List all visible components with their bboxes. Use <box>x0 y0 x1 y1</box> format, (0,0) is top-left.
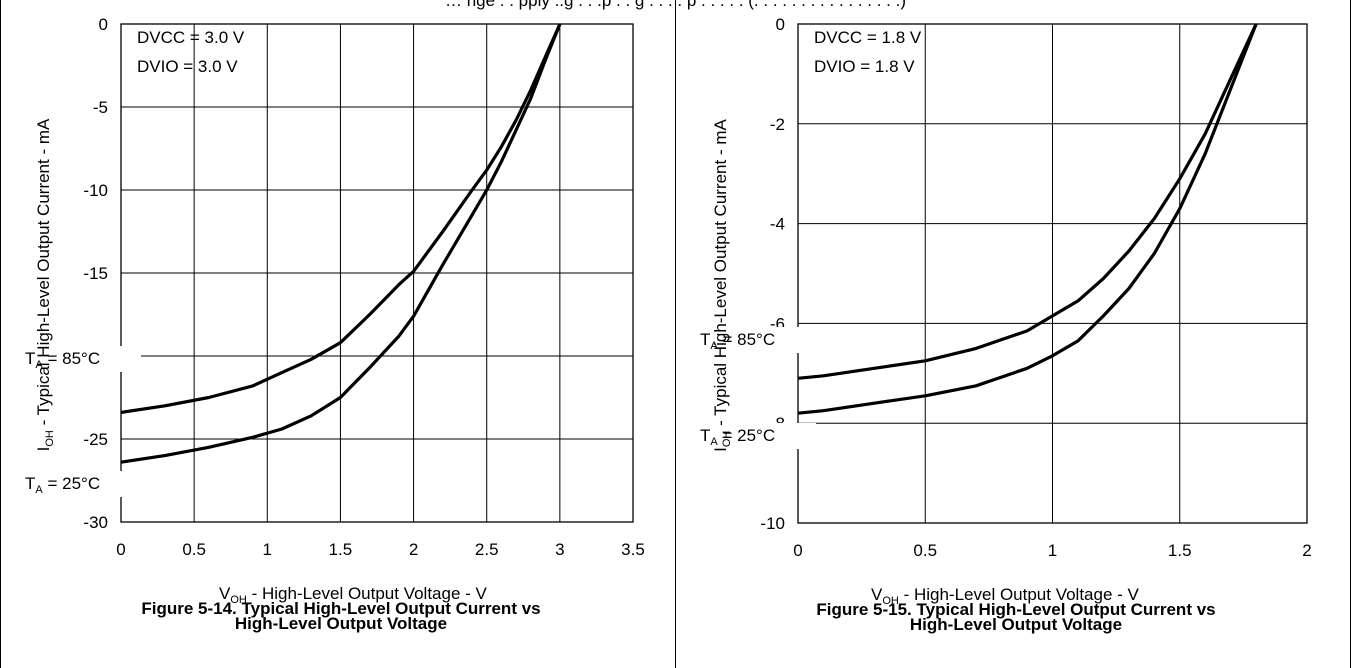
x-axis-label-rest: - High-Level Output Voltage - V <box>247 584 488 603</box>
series-label-subscript: A <box>35 484 43 496</box>
y-axis-label-subscript: OH <box>721 431 733 448</box>
x-tick-label: 1 <box>263 540 272 559</box>
x-axis-label-subscript: OH <box>230 594 247 606</box>
series-label: TA = 25°C <box>700 426 775 448</box>
x-axis-label-main: V <box>219 584 231 603</box>
series-label-main: T <box>25 474 35 493</box>
x-axis-label: VOH - High-Level Output Voltage - V <box>219 584 488 606</box>
annotation-text: DVCC = 3.0 V <box>137 28 245 47</box>
series-line <box>797 23 1258 415</box>
y-axis-label-rest: - Typical High-Level Output Current - mA <box>34 118 53 430</box>
x-tick-label: 3.5 <box>621 540 645 559</box>
y-tick-label: 0 <box>99 15 108 34</box>
series-line <box>797 23 1258 380</box>
series-label-rest: = 25°C <box>43 474 100 493</box>
plot-area-frame <box>120 23 634 523</box>
x-axis-label-rest: - High-Level Output Voltage - V <box>899 585 1140 604</box>
x-tick-label: 1.5 <box>329 540 353 559</box>
y-axis-label-main: I <box>34 447 53 452</box>
plot-area-frame <box>797 23 1308 524</box>
annotation-text: DVIO = 3.0 V <box>137 57 238 76</box>
series-label-bg <box>23 471 141 497</box>
y-tick-label: -25 <box>83 430 108 449</box>
series-label: TA = 85°C <box>25 349 100 371</box>
figure-title-line2: High-Level Output Voltage <box>910 615 1122 634</box>
y-tick-label: -5 <box>93 98 108 117</box>
series-label-bg <box>698 327 816 353</box>
y-tick-label: -30 <box>83 513 108 532</box>
x-tick-label: 3 <box>555 540 564 559</box>
series-label-subscript: A <box>35 359 43 371</box>
figure-title-line2: High-Level Output Voltage <box>235 614 447 633</box>
series-label-rest: = 25°C <box>718 426 775 445</box>
series-line <box>120 23 562 464</box>
series-label-rest: = 85°C <box>718 330 775 349</box>
series-label-subscript: A <box>710 436 718 448</box>
x-tick-label: 0 <box>116 540 125 559</box>
series-label-main: T <box>700 330 710 349</box>
y-axis-label-main: I <box>711 447 730 452</box>
x-tick-label: 0.5 <box>182 540 206 559</box>
x-tick-label: 0.5 <box>913 541 937 560</box>
series-label-main: T <box>25 349 35 368</box>
x-tick-label: 2.5 <box>475 540 499 559</box>
x-tick-label: 1.5 <box>1168 541 1192 560</box>
y-axis-label: IOH - Typical High-Level Output Current … <box>711 118 733 451</box>
y-tick-label: -10 <box>83 181 108 200</box>
y-axis-label-subscript: OH <box>44 430 56 447</box>
series-label: TA = 25°C <box>25 474 100 496</box>
y-tick-label: -2 <box>770 115 785 134</box>
y-axis-label: IOH - Typical High-Level Output Current … <box>34 118 56 451</box>
x-tick-label: 2 <box>409 540 418 559</box>
series-line <box>120 23 562 414</box>
annotation-text: DVCC = 1.8 V <box>814 28 922 47</box>
x-tick-label: 2 <box>1302 541 1311 560</box>
y-tick-label: 0 <box>776 15 785 34</box>
x-axis-label: VOH - High-Level Output Voltage - V <box>871 585 1140 607</box>
x-axis-label-main: V <box>871 585 883 604</box>
series-label-rest: = 85°C <box>43 349 100 368</box>
x-tick-label: 1 <box>1048 541 1057 560</box>
y-tick-label: -4 <box>770 215 785 234</box>
y-tick-label: -15 <box>83 264 108 283</box>
x-axis-label-subscript: OH <box>882 595 899 607</box>
series-label: TA = 85°C <box>700 330 775 352</box>
y-axis-label-rest: - Typical High-Level Output Current - mA <box>711 118 730 430</box>
figure-title: Figure 5-15. Typical High-Level Output C… <box>816 600 1215 619</box>
x-tick-label: 0 <box>793 541 802 560</box>
figure-title: Figure 5-14. Typical High-Level Output C… <box>141 599 540 618</box>
series-label-bg <box>23 346 141 372</box>
series-label-subscript: A <box>710 340 718 352</box>
y-tick-label: -10 <box>760 514 785 533</box>
annotation-text: DVIO = 1.8 V <box>814 57 915 76</box>
series-label-bg <box>698 423 816 449</box>
series-label-main: T <box>700 426 710 445</box>
